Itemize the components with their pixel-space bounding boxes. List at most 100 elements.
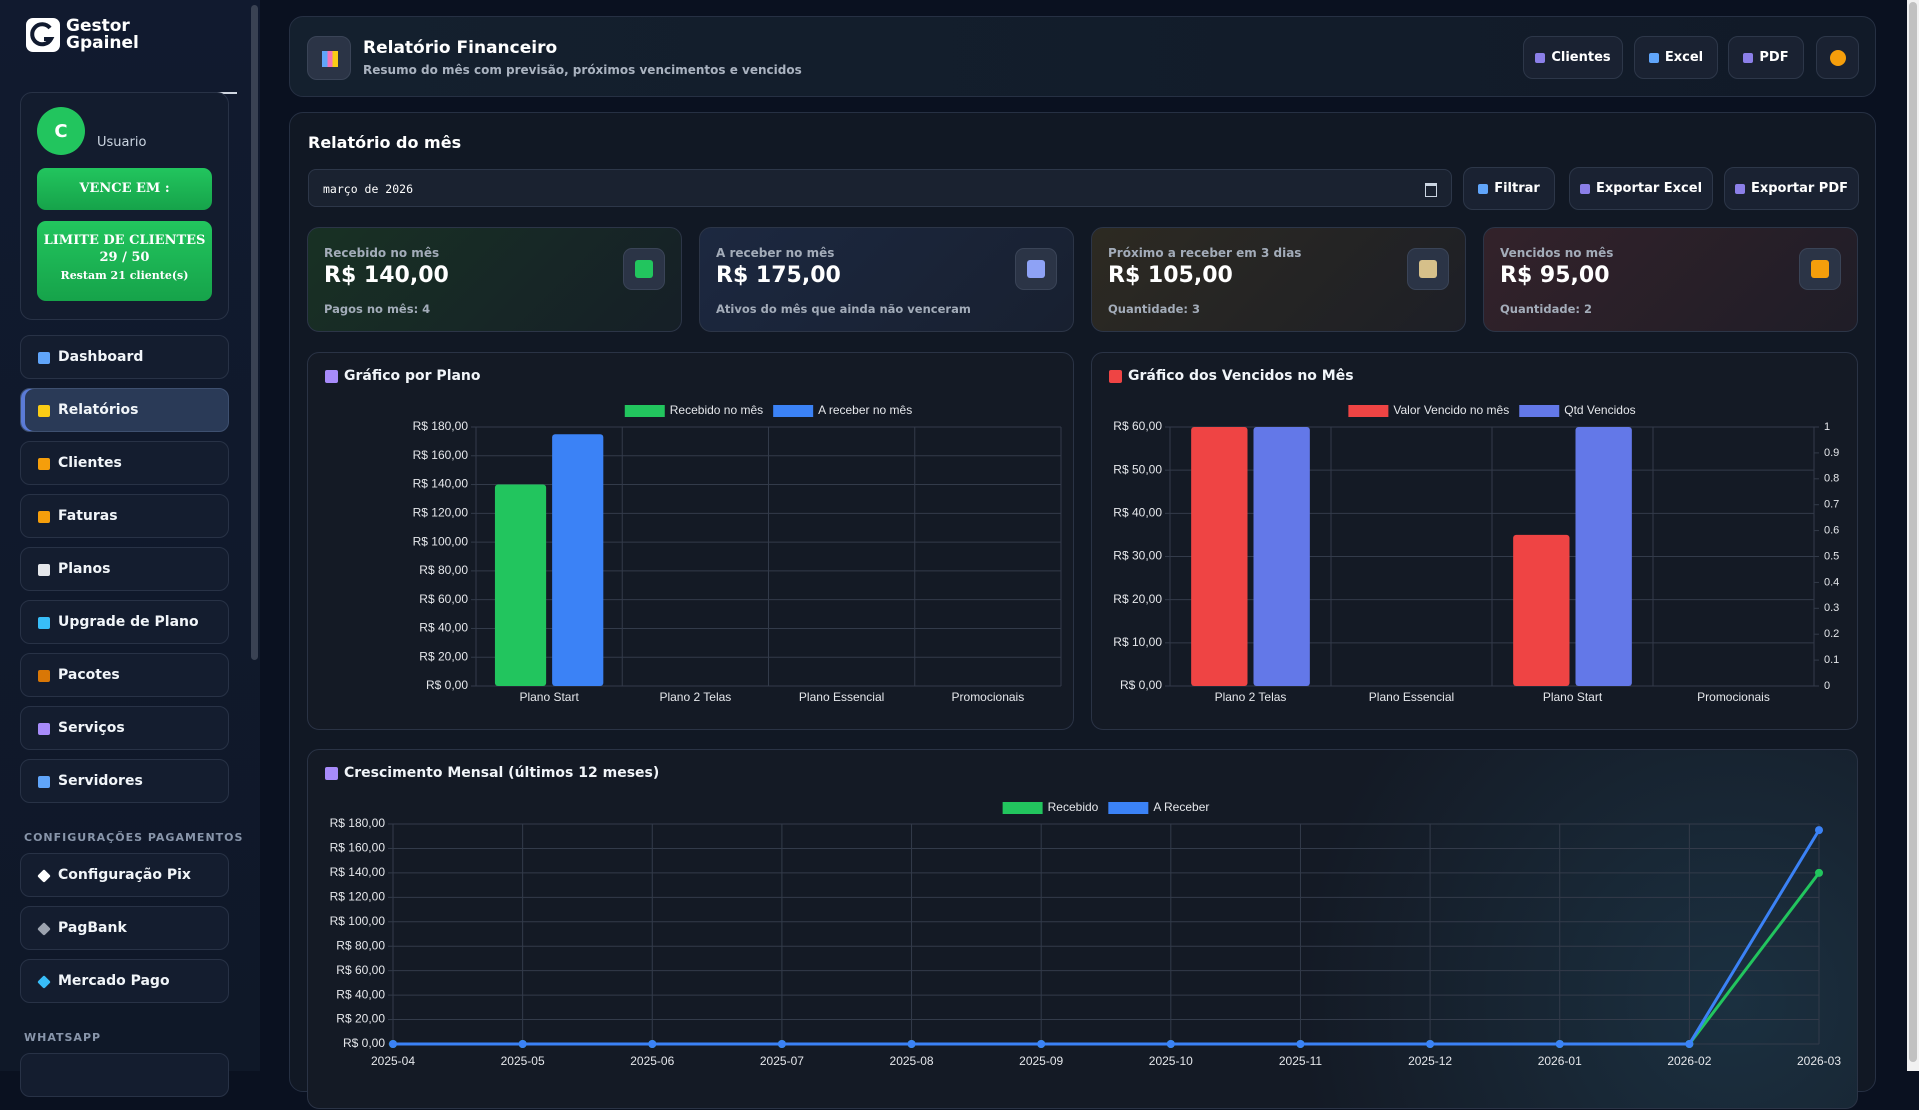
y-tick-label: R$ 180,00 xyxy=(330,816,386,830)
point xyxy=(648,1040,657,1048)
point xyxy=(1685,1040,1694,1048)
card-icon xyxy=(1407,248,1449,290)
filter-button[interactable]: Filtrar xyxy=(1463,167,1555,210)
x-tick-label: 2025-10 xyxy=(1149,1054,1193,1068)
x-tick-label: 2025-06 xyxy=(630,1054,674,1068)
y-tick-label: R$ 180,00 xyxy=(413,419,469,433)
chart-title-icon xyxy=(1109,370,1122,383)
y2-tick-label: 0.2 xyxy=(1824,628,1839,640)
nav-label: Mercado Pago xyxy=(58,973,170,989)
card-value: R$ 140,00 xyxy=(324,263,449,288)
header-button[interactable]: Clientes xyxy=(1523,36,1623,79)
legend-swatch xyxy=(773,405,814,417)
x-tick-label: Plano 2 Telas xyxy=(1215,690,1287,704)
bar xyxy=(1575,427,1632,686)
nav-label: Clientes xyxy=(58,455,122,471)
nav-label: Planos xyxy=(58,561,111,577)
header-icon xyxy=(307,36,351,80)
legend-swatch xyxy=(1108,802,1149,814)
y-tick-label: R$ 160,00 xyxy=(330,841,386,855)
nav-icon xyxy=(38,670,50,682)
avatar: C xyxy=(37,107,85,155)
legend-item: Valor Vencido no mês xyxy=(1348,403,1509,417)
button-label: PDF xyxy=(1759,50,1789,65)
nav-item[interactable]: Dashboard xyxy=(20,335,229,379)
y2-tick-label: 0.6 xyxy=(1824,525,1839,537)
nav-item[interactable]: Mercado Pago xyxy=(20,959,229,1003)
card-icon-glyph xyxy=(1811,260,1829,278)
card-value: R$ 105,00 xyxy=(1108,263,1233,288)
y-tick-label: R$ 0,00 xyxy=(426,678,468,692)
nav-item[interactable]: Configuração Pix xyxy=(20,853,229,897)
legend-label: A receber no mês xyxy=(818,403,912,417)
x-tick-label: 2025-12 xyxy=(1408,1054,1452,1068)
y-tick-label: R$ 30,00 xyxy=(1113,549,1162,563)
button-label: Filtrar xyxy=(1494,181,1540,196)
nav-icon xyxy=(37,922,51,936)
month-input[interactable]: março de 2026 xyxy=(308,169,1452,207)
theme-button[interactable] xyxy=(1816,36,1859,79)
bar xyxy=(552,434,604,686)
y-tick-label: R$ 20,00 xyxy=(1113,592,1162,606)
nav-item[interactable]: Servidores xyxy=(20,759,229,803)
export-button[interactable]: Exportar Excel xyxy=(1569,167,1713,210)
legend-item: Qtd Vencidos xyxy=(1519,403,1636,417)
point xyxy=(1555,1040,1564,1048)
nav-item[interactable]: Faturas xyxy=(20,494,229,538)
legend-swatch xyxy=(624,405,665,417)
card-icon-glyph xyxy=(1027,260,1045,278)
nav-item[interactable]: PagBank xyxy=(20,906,229,950)
chart-title-icon xyxy=(325,370,338,383)
nav-item[interactable] xyxy=(20,1053,229,1097)
nav-item[interactable]: Relatórios xyxy=(20,388,229,432)
legend-item: A receber no mês xyxy=(773,403,912,417)
y-tick-label: R$ 80,00 xyxy=(336,938,385,952)
nav-icon xyxy=(37,869,51,883)
x-tick-label: 2025-05 xyxy=(501,1054,545,1068)
point xyxy=(1296,1040,1305,1048)
card-label: Próximo a receber em 3 dias xyxy=(1108,246,1302,260)
x-tick-label: Plano Essencial xyxy=(1369,690,1454,704)
logo-top: Gestor xyxy=(66,16,130,36)
x-tick-label: 2026-03 xyxy=(1797,1054,1841,1068)
chart-title-icon xyxy=(325,767,338,780)
x-tick-label: 2025-09 xyxy=(1019,1054,1063,1068)
y2-tick-label: 0.8 xyxy=(1824,473,1839,485)
chart: R$ 0,00 R$ 10,00 R$ 20,00 R$ 30,00 R$ 40,00 R… xyxy=(1113,403,1839,704)
x-tick-label: 2025-04 xyxy=(371,1054,415,1068)
card-value: R$ 175,00 xyxy=(716,263,841,288)
bar xyxy=(1513,534,1570,686)
export-button[interactable]: Exportar PDF xyxy=(1724,167,1859,210)
card-icon xyxy=(1015,248,1057,290)
nav-label: Dashboard xyxy=(58,349,144,365)
legend-label: Qtd Vencidos xyxy=(1564,403,1635,417)
y2-tick-label: 0.3 xyxy=(1824,602,1839,614)
y2-tick-label: 0.7 xyxy=(1824,499,1839,511)
nav-label: Servidores xyxy=(58,773,143,789)
nav-item[interactable]: Planos xyxy=(20,547,229,591)
nav-item[interactable]: Pacotes xyxy=(20,653,229,697)
legend-label: Recebido xyxy=(1048,800,1099,814)
x-tick-label: 2025-07 xyxy=(760,1054,804,1068)
chart-title: Gráfico dos Vencidos no Mês xyxy=(1128,368,1354,384)
header-button[interactable]: PDF xyxy=(1728,36,1804,79)
nav-item[interactable]: Clientes xyxy=(20,441,229,485)
user-name: Usuario xyxy=(97,135,147,150)
legend-label: Recebido no mês xyxy=(670,403,763,417)
nav-icon xyxy=(38,776,50,788)
logo-icon xyxy=(26,18,60,52)
chart-title: Gráfico por Plano xyxy=(344,368,481,384)
y2-tick-label: 1 xyxy=(1824,421,1830,433)
y2-tick-label: 0.9 xyxy=(1824,447,1839,459)
nav-item[interactable]: Serviços xyxy=(20,706,229,750)
limit-remaining: Restam 21 cliente(s) xyxy=(60,269,189,282)
nav-icon xyxy=(38,723,50,735)
y-tick-label: R$ 120,00 xyxy=(330,890,386,904)
scrollbar xyxy=(251,5,258,660)
header-button[interactable]: Excel xyxy=(1634,36,1718,79)
nav-icon xyxy=(38,617,50,629)
nav-item[interactable]: Upgrade de Plano xyxy=(20,600,229,644)
chart-panel: Gráfico por Plano R$ 0,00 R$ 20,00 R$ 40,00… xyxy=(307,352,1074,730)
